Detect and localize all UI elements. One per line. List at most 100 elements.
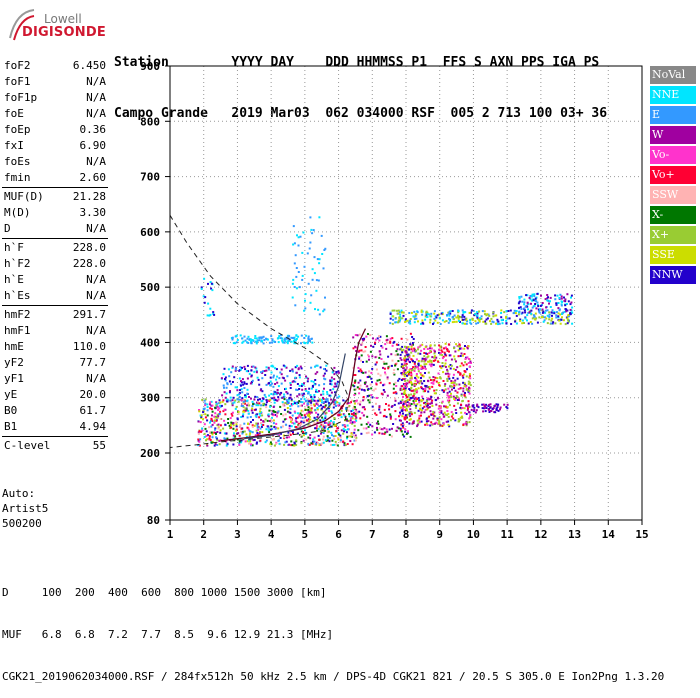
echo-point — [238, 442, 241, 445]
echo-point — [549, 296, 552, 299]
echo-point — [296, 364, 299, 367]
echo-point — [347, 428, 349, 431]
echo-point — [211, 433, 214, 436]
echo-point — [380, 392, 383, 395]
echo-point — [365, 423, 368, 426]
echo-point — [505, 319, 508, 322]
echo-point — [445, 420, 448, 423]
echo-point — [234, 429, 237, 432]
param-divider — [2, 187, 108, 188]
echo-point — [358, 349, 361, 352]
echo-point — [351, 443, 354, 446]
echo-point — [296, 395, 299, 398]
echo-point — [480, 315, 483, 318]
echo-point — [467, 358, 470, 360]
echo-point — [453, 397, 456, 400]
echo-point — [362, 396, 365, 398]
echo-point — [304, 433, 307, 435]
echo-point — [295, 439, 298, 442]
echo-point — [317, 434, 320, 437]
echo-point — [268, 399, 271, 402]
echo-point — [476, 314, 479, 317]
echo-point — [250, 369, 253, 372]
echo-point — [284, 340, 287, 343]
echo-point — [477, 321, 480, 324]
param-name: hmE — [4, 340, 24, 353]
echo-point — [297, 236, 300, 239]
echo-point — [320, 393, 323, 396]
echo-point — [318, 258, 321, 261]
echo-point — [218, 413, 221, 416]
echo-point — [443, 351, 446, 354]
echo-point — [499, 408, 501, 411]
echo-point — [446, 391, 449, 394]
echo-point — [461, 354, 464, 357]
echo-point — [525, 294, 528, 297]
echo-point — [204, 416, 207, 419]
echo-point — [274, 411, 277, 413]
parameters-panel: foF2 6.450 foF1 N/A foF1p N/A foE N/A foEp 0.36 fx… — [2, 58, 108, 454]
echo-point — [291, 444, 294, 447]
echo-point — [342, 427, 345, 430]
echo-point — [375, 413, 378, 416]
echo-point — [391, 405, 394, 407]
echo-point — [403, 391, 406, 394]
echo-point — [438, 348, 440, 351]
echo-point — [285, 418, 288, 420]
param-row: D N/A — [2, 221, 108, 237]
echo-point — [469, 414, 472, 416]
echo-point — [527, 322, 530, 325]
echo-point — [337, 433, 340, 436]
echo-point — [520, 295, 523, 298]
echo-point — [355, 350, 358, 352]
echo-point — [311, 442, 314, 445]
echo-point — [328, 437, 331, 440]
echo-point — [491, 407, 494, 410]
echo-point — [267, 426, 270, 429]
echo-point — [274, 398, 277, 401]
echo-point — [283, 408, 286, 411]
echo-point — [461, 309, 464, 312]
echo-point — [209, 421, 211, 424]
echo-point — [465, 356, 468, 359]
echo-point — [432, 382, 435, 385]
echo-point — [354, 345, 357, 348]
echo-point — [320, 432, 322, 435]
echo-point — [426, 348, 429, 350]
echo-point — [404, 402, 407, 405]
echo-point — [204, 404, 207, 407]
echo-point — [451, 316, 454, 319]
echo-point — [422, 375, 425, 378]
echo-point — [297, 412, 299, 415]
x-tick-label: 7 — [369, 528, 376, 541]
echo-point — [231, 336, 234, 339]
echo-point — [383, 432, 386, 435]
echo-point — [238, 377, 241, 380]
echo-point — [224, 438, 227, 440]
echo-point — [207, 282, 209, 285]
echo-point — [550, 322, 553, 325]
echo-point — [430, 396, 433, 398]
param-value: 6.90 — [79, 139, 107, 152]
echo-point — [544, 316, 546, 319]
echo-point — [241, 405, 244, 407]
echo-point — [251, 431, 254, 434]
echo-point — [210, 408, 213, 411]
footer: D 100 200 400 600 800 1000 1500 3000 [km… — [2, 558, 664, 698]
echo-point — [383, 427, 386, 430]
echo-point — [457, 319, 460, 322]
echo-point — [301, 274, 304, 277]
echo-point — [468, 373, 471, 376]
echo-point — [268, 394, 271, 397]
echo-point — [302, 434, 305, 437]
echo-point — [316, 419, 319, 422]
echo-point — [363, 389, 366, 392]
echo-point — [245, 382, 248, 385]
echo-point — [434, 319, 437, 322]
echo-point — [495, 403, 498, 406]
echo-point — [420, 360, 423, 363]
echo-point — [305, 389, 308, 392]
echo-point — [299, 434, 302, 437]
echo-point — [414, 380, 417, 383]
echo-point — [394, 418, 397, 421]
